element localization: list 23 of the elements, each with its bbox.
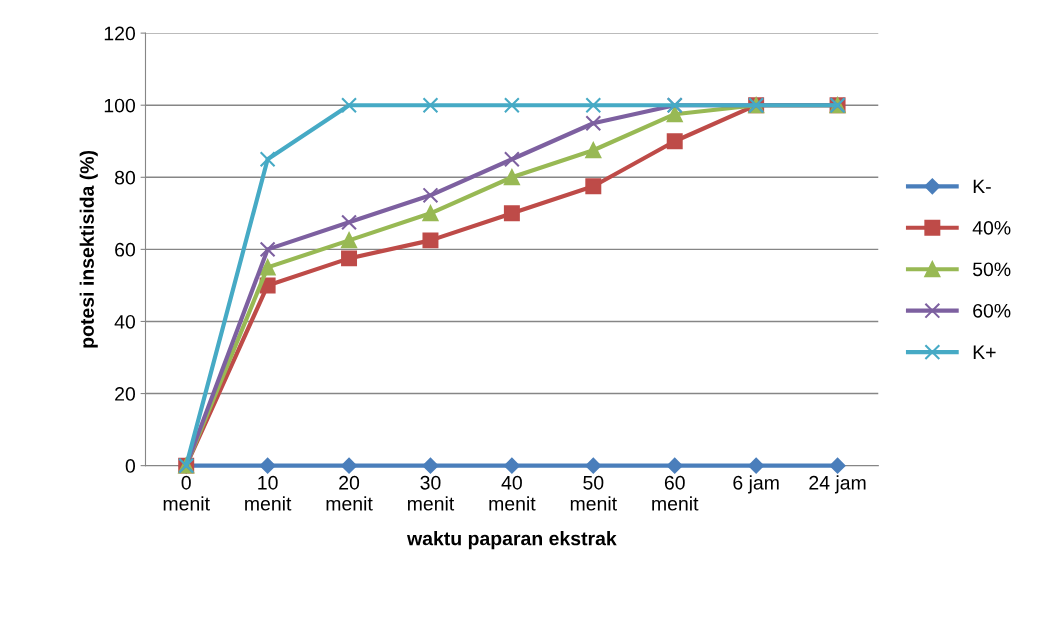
x-tick-label: 0 menit: [163, 475, 210, 511]
y-tick-label: 0: [125, 459, 136, 473]
legend-label: K+: [973, 345, 996, 359]
x-tick-label: 50 menit: [570, 475, 617, 511]
x-tick-label: 24 jam: [809, 475, 866, 494]
legend-label: 40%: [972, 220, 1011, 235]
x-tick-label: 10 menit: [245, 475, 292, 511]
legend-label: 60%: [973, 303, 1011, 318]
y-tick-label: 80: [114, 170, 136, 185]
x-tick-label: 20 menit: [326, 475, 373, 511]
x-tick-label: 60 menit: [652, 475, 699, 511]
x-tick-label: 6 jam: [733, 475, 779, 494]
y-axis-title: potesi insektisida (%): [79, 150, 98, 348]
y-tick-label: 120: [104, 26, 136, 41]
x-tick-label: 40 menit: [489, 475, 536, 511]
legend-label: K-: [973, 179, 991, 194]
y-tick-label: 60: [115, 242, 136, 257]
y-tick-label: 20: [115, 387, 136, 401]
x-tick-label: 30 menit: [407, 475, 455, 511]
legend-label: 50%: [972, 262, 1011, 277]
y-tick-label: 100: [104, 98, 136, 113]
y-tick-label: 40: [114, 314, 136, 329]
x-axis-title: waktu paparan ekstrak: [407, 531, 617, 550]
